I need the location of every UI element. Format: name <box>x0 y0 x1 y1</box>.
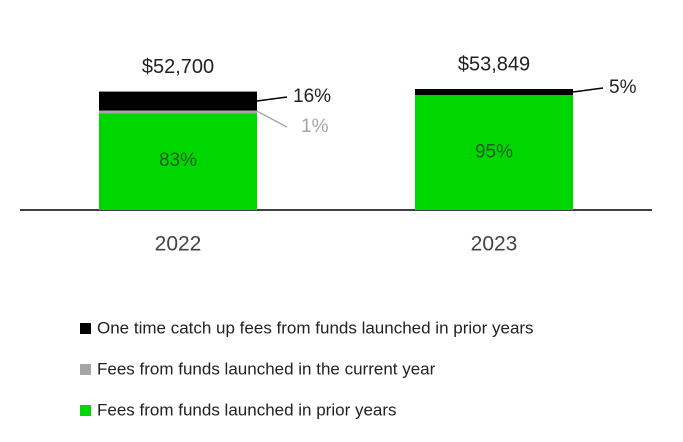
total-label: $53,849 <box>458 53 530 75</box>
value-label: 1% <box>301 116 329 137</box>
leader-line <box>256 110 288 128</box>
legend-label: Fees from funds launched in the current … <box>97 359 436 378</box>
bar-segment <box>99 91 257 111</box>
legend-label: One time catch up fees from funds launch… <box>97 318 534 337</box>
leader-line <box>572 87 604 93</box>
value-label: 95% <box>475 142 513 163</box>
legend-swatch <box>80 323 91 334</box>
legend-swatch <box>80 364 91 375</box>
legend-swatch <box>80 405 91 416</box>
bar-segment <box>99 110 257 114</box>
value-label: 83% <box>159 150 197 171</box>
bar-segment <box>415 89 573 96</box>
legend-label: Fees from funds launched in prior years <box>97 400 397 419</box>
value-label: 5% <box>609 77 637 98</box>
leader-line <box>256 96 288 102</box>
total-label: $52,700 <box>142 56 214 78</box>
x-tick-label: 2022 <box>155 233 202 256</box>
bar-segment <box>415 95 573 210</box>
value-label: 16% <box>293 86 331 107</box>
x-tick-label: 2023 <box>471 233 518 256</box>
bar-segment <box>99 111 257 210</box>
